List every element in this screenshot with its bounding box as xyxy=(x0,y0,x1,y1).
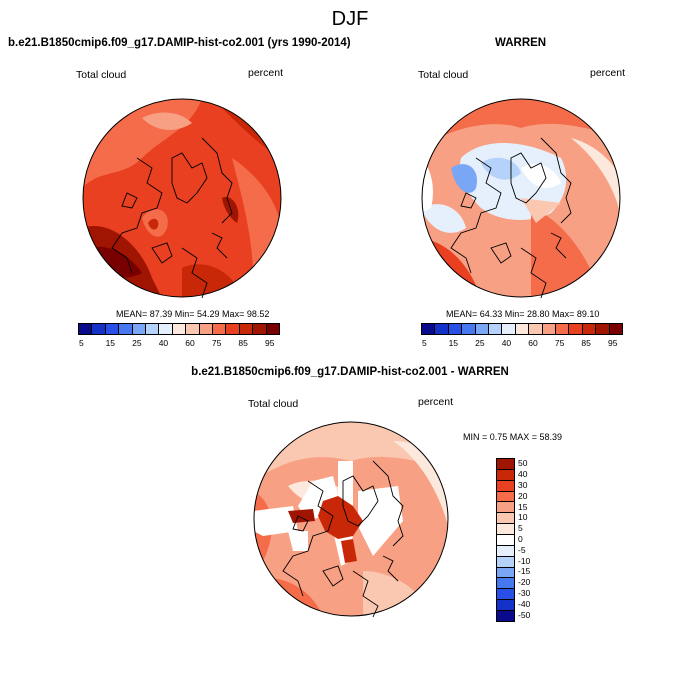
panel1-polar-map xyxy=(82,98,282,299)
panel3-colorbar-swatch xyxy=(497,491,514,503)
panel2-colorbar-swatch xyxy=(502,324,516,334)
panel2-colorbar-swatch xyxy=(462,324,476,334)
panel3-colorbar-swatch xyxy=(497,513,514,525)
panel1-colorbar-tick-label: 25 xyxy=(132,338,142,348)
panel1-colorbar-swatch xyxy=(253,324,267,334)
panel3-colorbar-tick-label: -20 xyxy=(518,577,531,588)
panel3-colorbar xyxy=(496,458,515,622)
panel3-colorbar-swatch xyxy=(497,545,514,557)
panel3-title: b.e21.B1850cmip6.f09_g17.DAMIP-hist-co2.… xyxy=(191,366,509,378)
panel3-colorbar-swatch xyxy=(497,567,514,579)
panel3-colorbar-swatch xyxy=(497,556,514,568)
panel3-colorbar-swatch xyxy=(497,524,514,536)
panel2-colorbar-swatch xyxy=(609,324,623,334)
panel2-colorbar-tick-label: 75 xyxy=(554,338,565,348)
panel2-colorbar-ticks: 5 15 25 40 60 75 85 95 xyxy=(421,338,621,350)
panel3-colorbar-swatch xyxy=(497,502,514,514)
panel2-colorbar-swatch xyxy=(596,324,610,334)
panel1-colorbar-tick-label: 95 xyxy=(265,338,275,348)
panel2-colorbar-tick-label: 95 xyxy=(608,338,618,348)
panel1-colorbar-swatch xyxy=(146,324,160,334)
panel1-colorbar-swatch xyxy=(239,324,254,334)
panel2-units-label: percent xyxy=(590,67,626,79)
panel3-colorbar-tick-label: 50 xyxy=(518,458,528,469)
panel3-colorbar-swatch xyxy=(497,459,514,470)
panel2-colorbar-tick-label: 40 xyxy=(501,338,512,348)
panel3-colorbar-tick-label: -15 xyxy=(518,566,531,577)
panel1-colorbar-tick-label: 5 xyxy=(79,338,84,348)
panel1-colorbar-swatch xyxy=(105,324,120,334)
panel3-colorbar-tick-label: -50 xyxy=(518,609,531,620)
panel1-colorbar xyxy=(78,323,280,335)
panel1-colorbar-swatch xyxy=(132,324,147,334)
panel2-colorbar-tick-label: 15 xyxy=(448,338,459,348)
panel1-units-label: percent xyxy=(248,67,284,79)
panel1-colorbar-swatch xyxy=(213,324,227,334)
panel3-units-label: percent xyxy=(418,396,454,408)
panel2-colorbar-tick-label: 60 xyxy=(528,338,538,348)
panel1-colorbar-swatch xyxy=(92,324,106,334)
panel3-colorbar-swatch xyxy=(497,535,514,546)
panel2-colorbar-swatch xyxy=(422,324,436,334)
panel1-stats: MEAN= 87.39 Min= 54.29 Max= 98.52 xyxy=(116,309,270,319)
panel2-colorbar xyxy=(421,323,623,335)
panel2-colorbar-swatch xyxy=(582,324,597,334)
panel3-colorbar-tick-label: 15 xyxy=(518,501,528,512)
panel1-colorbar-tick-label: 75 xyxy=(211,338,222,348)
panel3-colorbar-tick-label: 10 xyxy=(518,512,528,523)
panel3-polar-map xyxy=(253,421,449,618)
panel1-colorbar-swatch xyxy=(266,324,280,334)
panel2-colorbar-swatch xyxy=(515,324,530,334)
panel1-title: b.e21.B1850cmip6.f09_g17.DAMIP-hist-co2.… xyxy=(8,37,351,49)
panel2-colorbar-swatch xyxy=(556,324,570,334)
panel2-colorbar-swatch xyxy=(475,324,490,334)
panel2-colorbar-swatch xyxy=(435,324,449,334)
panel3-colorbar-tick-label: 0 xyxy=(518,534,523,544)
panel3-variable-label: Total cloud xyxy=(248,398,299,410)
panel3-colorbar-tick-label: 20 xyxy=(518,490,528,501)
panel1-variable-label: Total cloud xyxy=(76,69,127,81)
panel2-stats: MEAN= 64.33 Min= 28.80 Max= 89.10 xyxy=(446,309,600,319)
panel3-colorbar-tick-label: 5 xyxy=(518,523,523,534)
panel1-colorbar-swatch xyxy=(226,324,240,334)
panel2-colorbar-swatch xyxy=(542,324,557,334)
panel3-colorbar-swatch xyxy=(497,589,514,601)
panel1-colorbar-swatch xyxy=(159,324,173,334)
panel3-stats: MIN = 0.75 MAX = 58.39 xyxy=(463,432,563,442)
panel2-colorbar-tick-label: 25 xyxy=(475,338,485,348)
panel2-colorbar-swatch xyxy=(448,324,463,334)
panel3-colorbar-swatch xyxy=(497,611,514,621)
panel3-colorbar-tick-label: 40 xyxy=(518,469,528,480)
figure-title: DJF xyxy=(331,8,369,30)
panel1-colorbar-swatch xyxy=(199,324,214,334)
panel1-colorbar-swatch xyxy=(186,324,200,334)
panel2-colorbar-swatch xyxy=(489,324,503,334)
panel2-variable-label: Total cloud xyxy=(418,69,469,81)
panel2-colorbar-swatch xyxy=(529,324,543,334)
panel3-colorbar-tick-label: 30 xyxy=(518,480,528,490)
panel3-colorbar-swatch xyxy=(497,578,514,590)
panel3-colorbar-ticks: 50 40 30 20 15 10 5 0 -5 -10 -15 -20 -30 -40 -50 xyxy=(518,458,548,620)
panel3-colorbar-tick-label: -40 xyxy=(518,598,531,609)
panel2-polar-map xyxy=(421,98,621,299)
panel3-colorbar-tick-label: -30 xyxy=(518,588,531,598)
panel1-colorbar-swatch xyxy=(119,324,133,334)
panel1-colorbar-tick-label: 85 xyxy=(238,338,248,348)
panel2-colorbar-swatch xyxy=(569,324,583,334)
panel1-colorbar-tick-label: 60 xyxy=(185,338,195,348)
panel3-colorbar-tick-label: -5 xyxy=(518,544,526,555)
panel1-colorbar-tick-label: 40 xyxy=(158,338,169,348)
panel3-colorbar-tick-label: -10 xyxy=(518,555,531,566)
panel2-title: WARREN xyxy=(495,37,547,49)
panel1-colorbar-ticks: 5 15 25 40 60 75 85 95 xyxy=(78,338,278,350)
panel2-colorbar-tick-label: 5 xyxy=(422,338,427,348)
panel1-colorbar-swatch xyxy=(79,324,93,334)
panel3-colorbar-swatch xyxy=(497,480,514,492)
panel3-colorbar-swatch xyxy=(497,469,514,481)
panel1-colorbar-tick-label: 15 xyxy=(105,338,116,348)
panel2-colorbar-tick-label: 85 xyxy=(581,338,591,348)
panel3-colorbar-swatch xyxy=(497,600,514,612)
panel1-colorbar-swatch xyxy=(172,324,187,334)
